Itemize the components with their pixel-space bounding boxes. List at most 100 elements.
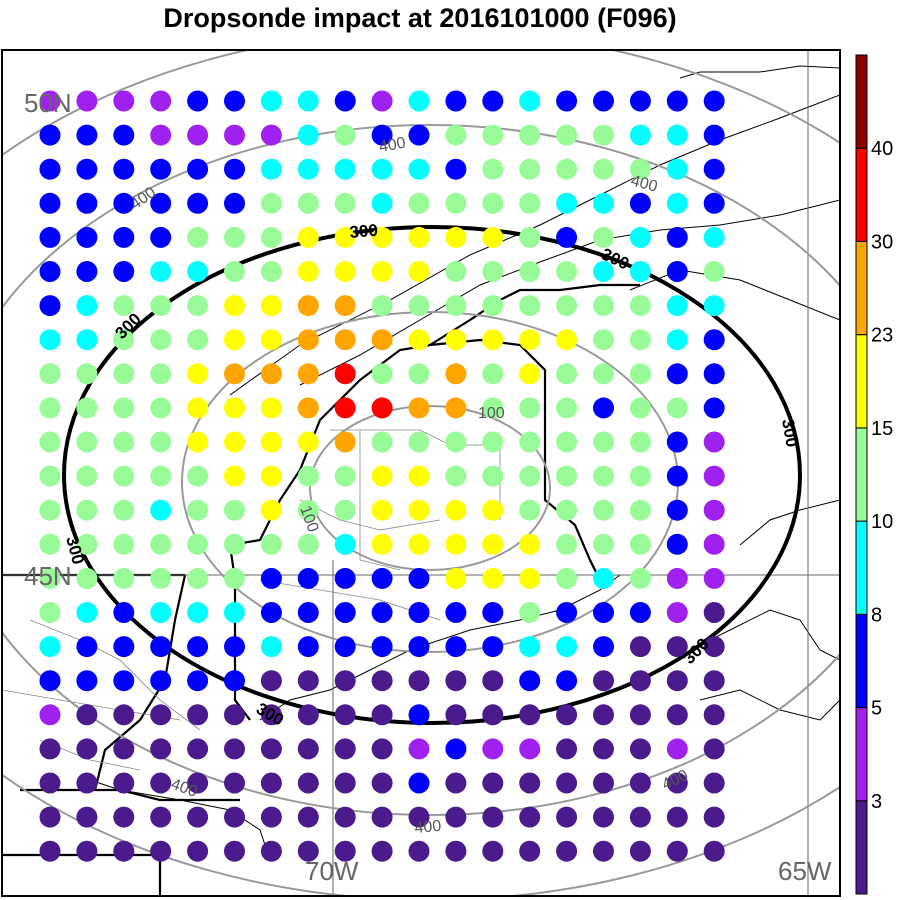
impact-dot [260, 602, 282, 623]
impact-dot [224, 90, 245, 112]
impact-dot [260, 192, 282, 214]
impact-dot [408, 636, 430, 658]
impact-dot [334, 397, 356, 419]
impact-dot [187, 261, 209, 282]
impact-dot [113, 363, 135, 385]
impact-dot [371, 295, 393, 317]
impact-dot [666, 124, 688, 146]
impact-dot [113, 329, 135, 351]
impact-dot [113, 192, 135, 214]
impact-dot [113, 738, 135, 760]
impact-dot [150, 806, 172, 828]
impact-dot [224, 499, 245, 521]
impact-dot [334, 636, 356, 658]
impact-dot [445, 567, 467, 589]
impact-dot [629, 533, 651, 555]
impact-dots [39, 90, 725, 862]
impact-dot [334, 363, 356, 385]
impact-dot [371, 602, 393, 623]
impact-dot [39, 670, 61, 692]
impact-dot [150, 840, 172, 862]
impact-dot [224, 295, 245, 317]
impact-dot [482, 704, 504, 726]
impact-dot [408, 840, 430, 862]
impact-dot [334, 840, 356, 862]
impact-dot [445, 670, 467, 692]
colorbar-label: 5 [871, 698, 882, 720]
impact-dot [297, 226, 319, 248]
impact-dot [703, 431, 725, 453]
impact-dot [519, 533, 541, 555]
impact-dot [593, 567, 614, 589]
impact-dot [629, 90, 651, 112]
impact-dot [519, 192, 541, 214]
impact-dot [703, 670, 725, 692]
impact-dot [297, 431, 319, 453]
impact-dot [445, 158, 467, 180]
impact-dot [703, 397, 725, 419]
impact-dot [224, 806, 245, 828]
impact-dot [482, 431, 504, 453]
impact-dot [150, 295, 172, 317]
impact-dot [666, 363, 688, 385]
impact-dot [371, 261, 393, 282]
impact-dot [334, 465, 356, 487]
impact-dot [629, 772, 651, 794]
impact-dot [556, 329, 578, 351]
impact-dot [39, 499, 61, 521]
impact-dot [187, 192, 209, 214]
impact-dot [334, 431, 356, 453]
impact-dot [629, 499, 651, 521]
impact-dot [39, 704, 61, 726]
island-shore [739, 499, 840, 546]
impact-dot [39, 772, 61, 794]
impact-dot [187, 704, 209, 726]
colorbar-swatch [855, 800, 868, 895]
impact-dot [224, 636, 245, 658]
impact-dot [76, 602, 98, 623]
impact-dot [408, 499, 430, 521]
impact-dot [445, 499, 467, 521]
impact-dot [334, 158, 356, 180]
impact-dot [260, 499, 282, 521]
impact-dot [703, 124, 725, 146]
impact-dot [556, 499, 578, 521]
impact-dot [556, 670, 578, 692]
impact-dot [482, 329, 504, 351]
impact-dot [629, 567, 651, 589]
county-line [29, 619, 201, 731]
impact-dot [482, 602, 504, 623]
impact-dot [593, 840, 614, 862]
impact-dot [593, 738, 614, 760]
impact-dot [260, 363, 282, 385]
impact-dot [703, 567, 725, 589]
impact-dot [187, 636, 209, 658]
impact-dot [519, 90, 541, 112]
impact-dot [371, 772, 393, 794]
impact-dot [556, 738, 578, 760]
impact-dot [150, 602, 172, 623]
impact-dot [666, 738, 688, 760]
impact-dot [445, 397, 467, 419]
impact-dot [39, 738, 61, 760]
impact-dot [482, 772, 504, 794]
impact-dot [224, 567, 245, 589]
impact-dot [519, 329, 541, 351]
impact-dot [445, 738, 467, 760]
impact-dot [482, 261, 504, 282]
impact-dot [113, 261, 135, 282]
impact-dot [408, 567, 430, 589]
impact-dot [39, 295, 61, 317]
impact-dot [482, 158, 504, 180]
impact-dot [187, 295, 209, 317]
impact-dot [224, 670, 245, 692]
impact-dot [76, 806, 98, 828]
impact-dot [39, 192, 61, 214]
impact-dot [519, 636, 541, 658]
impact-dot [150, 704, 172, 726]
impact-dot [445, 772, 467, 794]
impact-dot [556, 192, 578, 214]
impact-dot [445, 602, 467, 623]
impact-dot [408, 90, 430, 112]
